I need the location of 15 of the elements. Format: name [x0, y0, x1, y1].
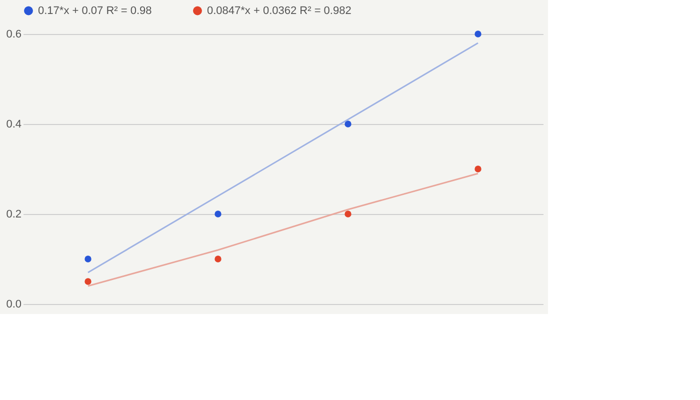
- y-tick-label: 0.2: [6, 208, 22, 220]
- y-tick-label: 0.0: [6, 298, 22, 310]
- point: [214, 256, 222, 262]
- point: [84, 278, 92, 285]
- point: [84, 256, 92, 262]
- y-tick-label: 0.6: [6, 28, 22, 40]
- y-tick-label: 0.4: [6, 118, 22, 130]
- legend-label: 0.17*x + 0.07 R² = 0.98: [38, 4, 152, 17]
- legend-label: 0.0847*x + 0.0362 R² = 0.982: [207, 4, 352, 17]
- point: [474, 30, 482, 38]
- point: [344, 210, 352, 218]
- point: [344, 120, 352, 128]
- point: [214, 210, 222, 218]
- point: [474, 166, 482, 172]
- line-series: [87, 42, 479, 274]
